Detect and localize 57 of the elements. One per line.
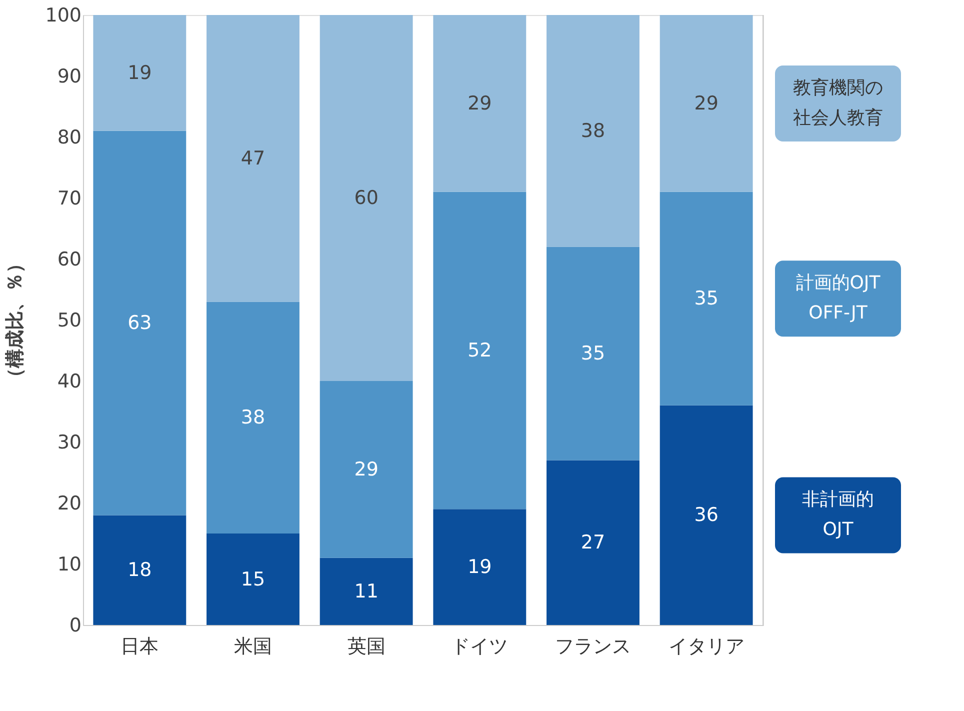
- y-tick-label: 100: [45, 4, 82, 26]
- data-label: 60: [354, 187, 378, 209]
- y-tick-label: 60: [57, 248, 82, 270]
- data-label: 35: [694, 288, 718, 310]
- y-axis-title: （構成比、％）: [4, 254, 26, 387]
- bar: [206, 302, 300, 534]
- bar: [320, 381, 413, 558]
- text: 計画的OJT OFF-JT: [796, 272, 882, 324]
- bar: [546, 15, 640, 247]
- bar: [433, 192, 526, 510]
- text: 教育機関の社会人教育: [793, 77, 883, 128]
- bar: [546, 246, 640, 460]
- data-label: 19: [468, 556, 492, 578]
- text: 非計画的OJT: [802, 489, 874, 540]
- y-tick-label: 50: [57, 310, 82, 332]
- y-tick-label: 0: [69, 614, 82, 636]
- data-label: 15: [240, 568, 266, 590]
- bar: [660, 405, 753, 625]
- x-tick-label: 英国: [347, 636, 386, 658]
- y-tick-label: 10: [57, 554, 82, 576]
- bar: [546, 460, 640, 625]
- y-tick-label: 40: [57, 370, 82, 392]
- bar: [660, 15, 753, 192]
- y-tick-label: 30: [57, 432, 82, 454]
- bar: [433, 15, 526, 192]
- bar: [93, 515, 186, 625]
- data-label: 19: [128, 62, 152, 84]
- data-label: 29: [694, 92, 718, 114]
- bar: [206, 15, 300, 302]
- y-tick-label: 70: [57, 188, 82, 210]
- data-label: 63: [128, 312, 152, 334]
- x-tick-label: 米国: [234, 636, 272, 658]
- y-tick-label: 20: [57, 492, 82, 514]
- bar: [320, 15, 413, 381]
- x-tick-label: フランス: [555, 636, 631, 658]
- data-label: 18: [128, 559, 152, 582]
- data-label: 27: [580, 532, 606, 554]
- data-label: 52: [468, 340, 492, 362]
- data-label: 38: [240, 406, 266, 429]
- data-label: 11: [354, 580, 378, 602]
- bar: [433, 509, 526, 625]
- data-label: 47: [240, 147, 266, 170]
- x-tick-label: ドイツ: [451, 636, 508, 658]
- bar: [320, 558, 413, 625]
- y-tick-label: 80: [57, 126, 82, 148]
- bar: [206, 534, 300, 625]
- data-label: 29: [354, 458, 378, 480]
- bar: [660, 192, 753, 406]
- y-tick-label: 90: [57, 66, 82, 88]
- data-label: 35: [580, 342, 606, 365]
- bar: [93, 130, 186, 516]
- x-tick-label: イタリア: [668, 636, 744, 658]
- data-label: 38: [580, 120, 606, 142]
- x-tick-label: 日本: [120, 636, 159, 658]
- data-label: 29: [468, 92, 492, 114]
- data-label: 36: [694, 504, 718, 526]
- bar: [93, 15, 186, 131]
